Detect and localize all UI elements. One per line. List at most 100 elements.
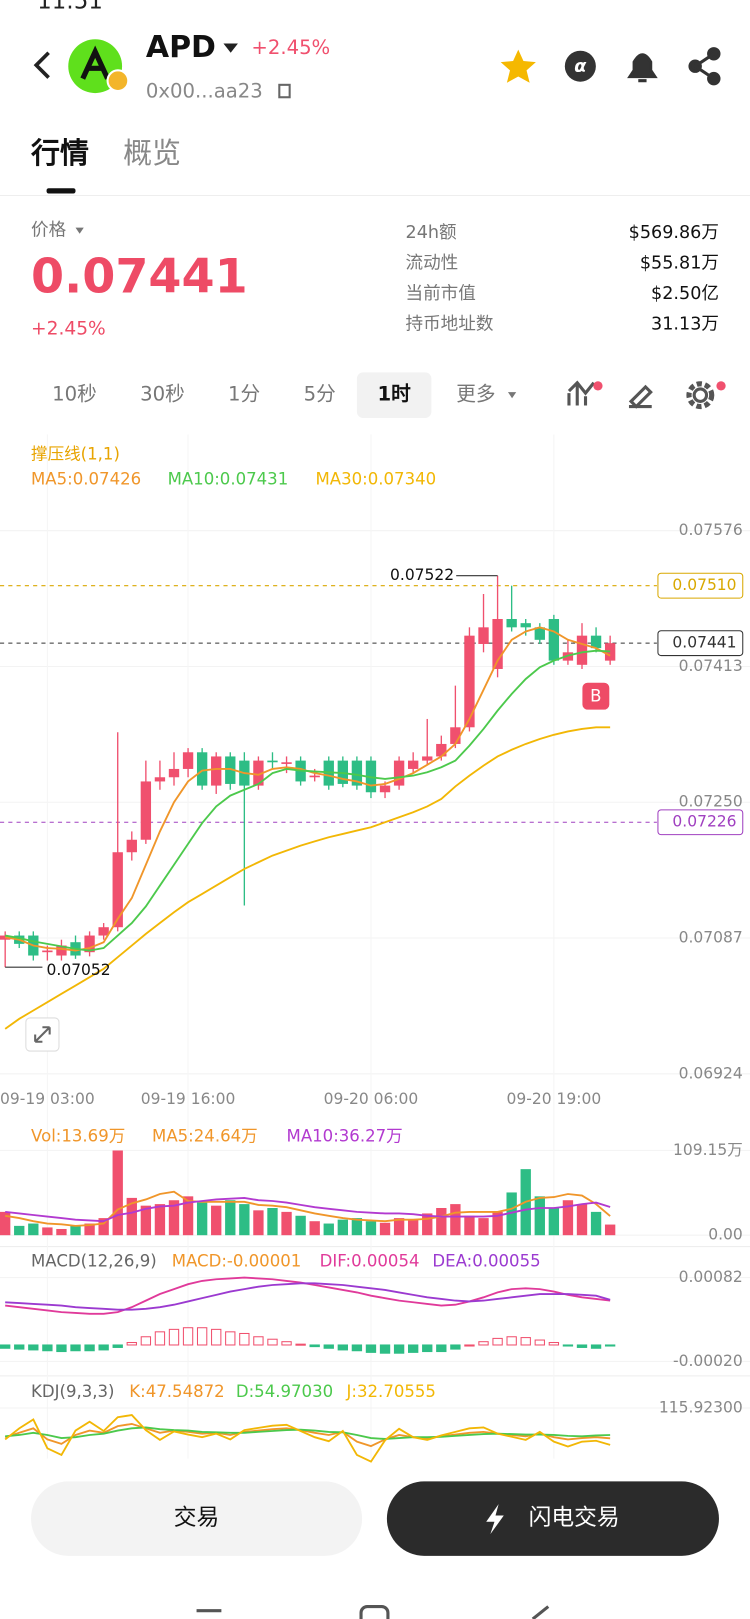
macd-bar [506,1336,517,1346]
stat-label: 24h额 [406,223,458,243]
reference-label-box [657,572,744,599]
volume-bar [436,1207,447,1236]
tool-icons[interactable] [567,380,715,410]
interval-tab[interactable]: 更多 [456,383,495,406]
legend-entry: MA5:24.64万 [152,1126,258,1145]
interval-tab[interactable]: 1时 [377,383,411,406]
macd-bar [492,1337,503,1346]
macd-bar [520,1337,531,1346]
tab-market[interactable]: 行情 [30,136,89,170]
stat-label: 流动性 [406,253,459,273]
macd-bar [379,1344,391,1354]
candle-body [422,756,433,761]
candle-body [393,760,405,786]
candle-body [112,852,123,928]
volume-bar [239,1204,250,1236]
price-change: +2.45% [31,318,106,339]
volume-bar [14,1225,25,1236]
back-button[interactable] [33,51,50,79]
volume-bar [351,1218,363,1236]
trade-button[interactable] [31,1481,363,1556]
y-tick-label: -0.00020 [673,1352,743,1370]
macd-bar [295,1343,306,1346]
price-label[interactable]: 价格 [31,221,67,241]
volume-bar [182,1196,194,1236]
macd-bar [239,1332,250,1346]
alert-button[interactable] [627,53,658,83]
candle-body [225,756,236,784]
legend-entry: Vol:13.69万 [31,1126,125,1145]
volume-bar [323,1223,334,1236]
flash-trade-button[interactable] [386,1481,719,1556]
interval-tab[interactable]: 5分 [304,383,336,406]
macd-bar [182,1327,194,1346]
candle-body [267,760,278,763]
flash-trade-label: 闪电交易 [529,1505,620,1531]
nav-bar[interactable] [196,1605,550,1619]
volume-bar [534,1196,545,1236]
trade-marker[interactable] [582,682,610,710]
volume-bar [84,1223,95,1236]
volume-bar [379,1222,391,1236]
macd-bar [590,1344,602,1349]
stat-value: $2.50亿 [651,284,719,304]
volume-bar [0,1211,11,1236]
candle-body [408,760,419,769]
candle-body [576,635,588,665]
symbol-dropdown[interactable] [223,43,238,53]
stat-value: $55.81万 [640,253,719,273]
legend-entry: MACD:-0.00001 [172,1252,302,1271]
candle-body [604,643,616,661]
macd-bar [211,1328,222,1346]
macd-bar [253,1336,264,1346]
macd-bar [351,1344,363,1352]
legend-entry: MA10:36.27万 [287,1126,403,1145]
macd-bar [393,1344,405,1354]
favorite-button[interactable] [500,49,536,83]
volume-bar [225,1200,236,1236]
macd-bar [42,1344,53,1352]
interval-tab[interactable]: 10秒 [52,383,97,406]
macd-bar [323,1344,334,1349]
logo-glyph [80,45,110,80]
volume-bar [337,1219,348,1236]
macd-bar [562,1344,574,1347]
macd-bar [154,1331,166,1346]
x-tick-label: 09-20 06:00 [324,1090,419,1108]
macd-bar [464,1344,475,1347]
interval-tab[interactable]: 30秒 [140,383,185,406]
copy-button[interactable] [278,83,291,99]
volume-bar [562,1200,574,1236]
expand-button[interactable] [25,1017,60,1052]
volume-bar [548,1207,560,1236]
legend-entry: DEA:0.00055 [432,1252,540,1271]
annotation-label: 0.07052 [47,961,111,979]
candle-body [126,839,137,853]
candle-body [492,618,503,669]
interval-tab[interactable]: 1分 [228,383,260,406]
macd-bar [28,1344,39,1351]
settings-dot [716,381,726,391]
volume-bar [590,1211,602,1236]
y-tick-label: 0.07087 [679,929,743,947]
legend-entry: MA30:0.07340 [316,470,437,489]
tab-indicator [46,188,76,194]
trade-button-label: 交易 [174,1505,219,1531]
candle-body [309,775,320,778]
candle-body [520,623,531,628]
candle-body [168,768,180,778]
volume-bar [422,1213,433,1236]
x-tick-label: 09-20 19:00 [507,1090,602,1108]
candle-body [450,727,461,744]
candle-body [281,762,292,764]
tab-overview[interactable]: 概览 [123,136,181,170]
reference-label: 0.07226 [672,813,736,831]
price-dropdown[interactable] [75,227,84,234]
macd-bar [70,1344,81,1352]
share-button[interactable] [688,47,721,86]
stat-value: 31.13万 [651,314,719,334]
indicator-line [5,1190,611,1227]
candle-body [436,743,447,757]
alpha-button[interactable] [564,50,596,82]
